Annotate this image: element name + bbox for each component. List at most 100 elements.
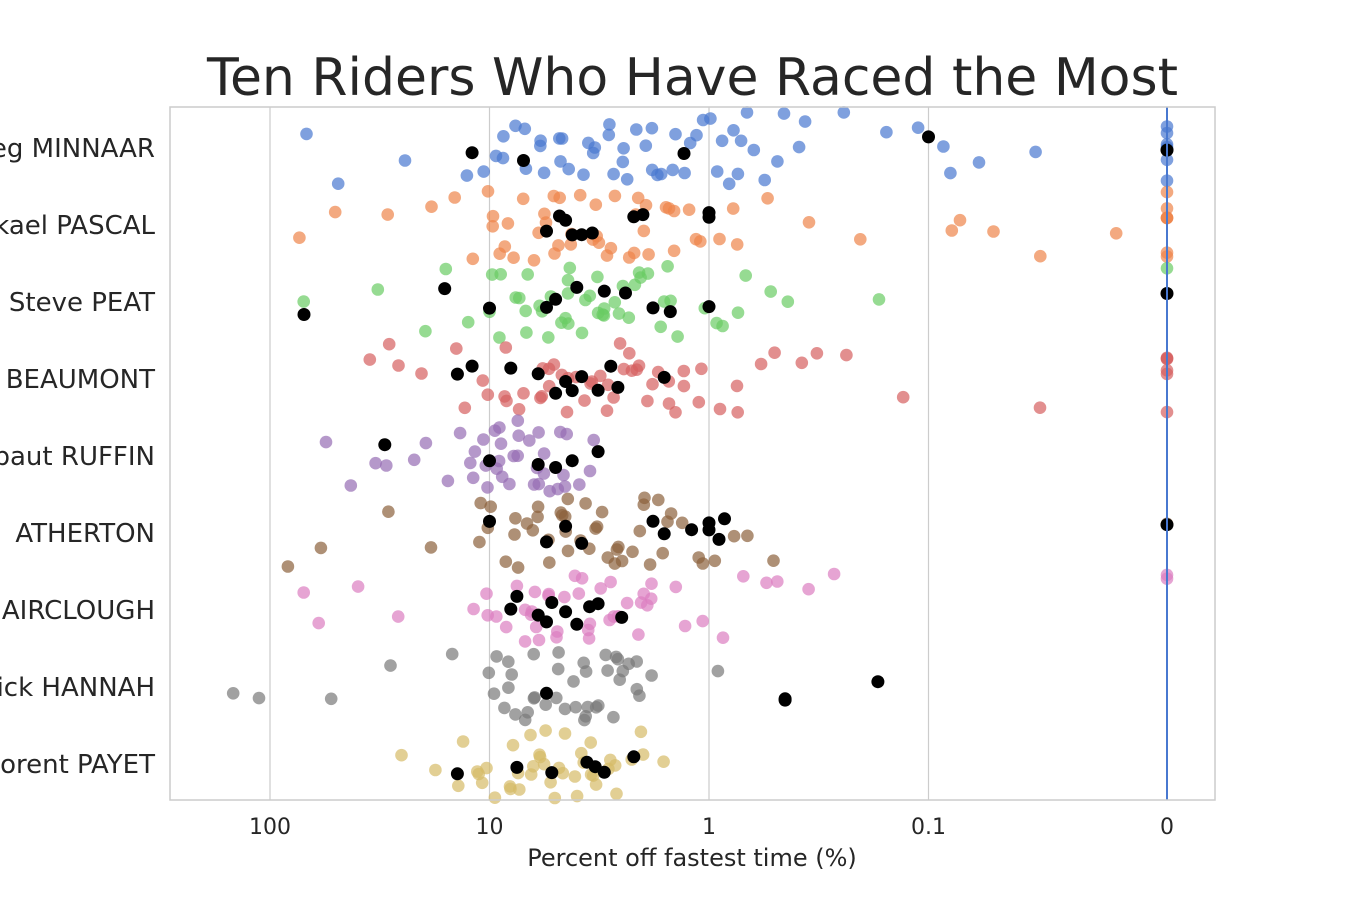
point-row3-27 [731, 406, 744, 419]
point-row2-24 [661, 260, 674, 273]
point-row1-56 [604, 241, 618, 255]
point-row3-28 [730, 379, 744, 393]
point-row3-21 [641, 394, 654, 408]
highlight-row3-1 [465, 359, 479, 373]
point-row5-7 [508, 528, 521, 541]
x-axis-label: Percent off fastest time (%) [527, 844, 857, 872]
point-row1-44 [481, 185, 495, 198]
point-row3-4 [450, 342, 463, 355]
point-row0-36 [972, 156, 986, 169]
point-row7-26 [711, 664, 725, 678]
point-row5-41 [561, 492, 575, 506]
point-row2-36 [493, 331, 506, 344]
point-row0-58 [654, 167, 668, 181]
highlight-row1-4 [585, 226, 599, 240]
point-row6-2 [351, 580, 365, 593]
highlighted-points [297, 130, 1174, 781]
highlight-row8-6 [627, 750, 641, 764]
point-row2-4 [461, 315, 475, 329]
point-row2-37 [513, 291, 526, 305]
highlight-row4-4 [565, 454, 579, 468]
highlight-row3-0 [450, 367, 464, 381]
point-row5-45 [610, 543, 624, 556]
point-row4-37 [537, 447, 551, 460]
highlight-row8-0 [450, 767, 464, 781]
point-row0-65 [740, 106, 754, 119]
highlight-row3-6 [565, 384, 579, 398]
point-row0-67 [771, 155, 784, 168]
point-row1-3 [425, 200, 438, 213]
point-row8-33 [544, 776, 557, 789]
point-row3-60 [677, 379, 691, 393]
highlight-row6-8 [591, 597, 605, 611]
point-row3-24 [677, 364, 691, 378]
y-tick-label-1: kael PASCAL [0, 211, 156, 241]
highlight-row2-8 [646, 301, 660, 315]
point-row7-41 [609, 650, 623, 664]
point-row4-33 [511, 414, 525, 428]
point-row1-33 [953, 213, 967, 227]
point-row3-2 [392, 359, 405, 372]
point-row0-13 [577, 168, 590, 181]
point-row7-34 [551, 662, 565, 676]
point-row6-22 [645, 577, 658, 590]
point-row5-31 [767, 554, 780, 567]
point-row5-8 [511, 561, 525, 574]
point-row5-6 [499, 555, 513, 568]
point-row5-47 [626, 545, 639, 559]
point-row0-12 [555, 132, 569, 145]
point-row0-52 [586, 146, 600, 160]
highlight-row2-0 [297, 308, 311, 321]
point-row1-35 [1034, 249, 1047, 263]
point-row6-5 [480, 587, 493, 600]
point-row1-4 [448, 191, 462, 204]
point-row0-19 [645, 121, 659, 135]
point-row5-1 [314, 541, 328, 555]
point-row4-15 [512, 429, 525, 443]
point-row2-32 [781, 295, 795, 309]
point-row2-53 [664, 294, 677, 308]
point-row7-35 [569, 700, 582, 714]
point-row4-36 [532, 426, 545, 439]
highlight-row1-6 [636, 208, 650, 222]
point-row4-22 [560, 427, 573, 441]
highlight-row2-5 [570, 280, 584, 294]
point-row3-44 [517, 387, 530, 400]
highlight-row4-3 [549, 461, 563, 474]
x-tick-label-4: 0 [1160, 815, 1174, 840]
point-row5-0 [281, 560, 295, 573]
point-row4-4 [407, 453, 421, 467]
point-row0-21 [669, 127, 682, 141]
highlight-row4-0 [378, 438, 392, 452]
point-row2-33 [872, 293, 886, 306]
point-row7-6 [498, 701, 511, 715]
point-row4-11 [493, 421, 506, 434]
point-row5-23 [656, 546, 669, 560]
point-row2-42 [559, 311, 572, 325]
point-row7-38 [589, 701, 603, 714]
point-row3-49 [560, 405, 574, 419]
point-row7-42 [616, 664, 630, 678]
point-row1-30 [802, 216, 816, 229]
point-row1-8 [501, 217, 515, 230]
point-row4-40 [551, 482, 565, 496]
point-row5-18 [595, 505, 609, 519]
point-row3-51 [594, 369, 607, 383]
point-row4-28 [477, 433, 490, 446]
point-row7-31 [521, 706, 534, 719]
point-row8-38 [584, 736, 597, 749]
point-row8-13 [539, 724, 552, 737]
y-tick-label-6: AIRCLOUGH [2, 596, 155, 626]
point-row8-32 [533, 750, 547, 764]
y-tick-label-4: baut RUFFIN [0, 442, 155, 472]
point-row5-29 [727, 529, 741, 543]
point-row6-27 [716, 631, 730, 644]
point-row7-12 [539, 698, 552, 711]
highlight-row8-5 [597, 765, 611, 779]
point-row0-49 [554, 155, 567, 168]
highlight-row8-1 [510, 760, 524, 774]
point-row1-13 [553, 191, 566, 205]
point-row2-3 [439, 262, 453, 276]
highlight-row6-6 [570, 617, 584, 631]
highlight-row5-1 [540, 535, 553, 549]
